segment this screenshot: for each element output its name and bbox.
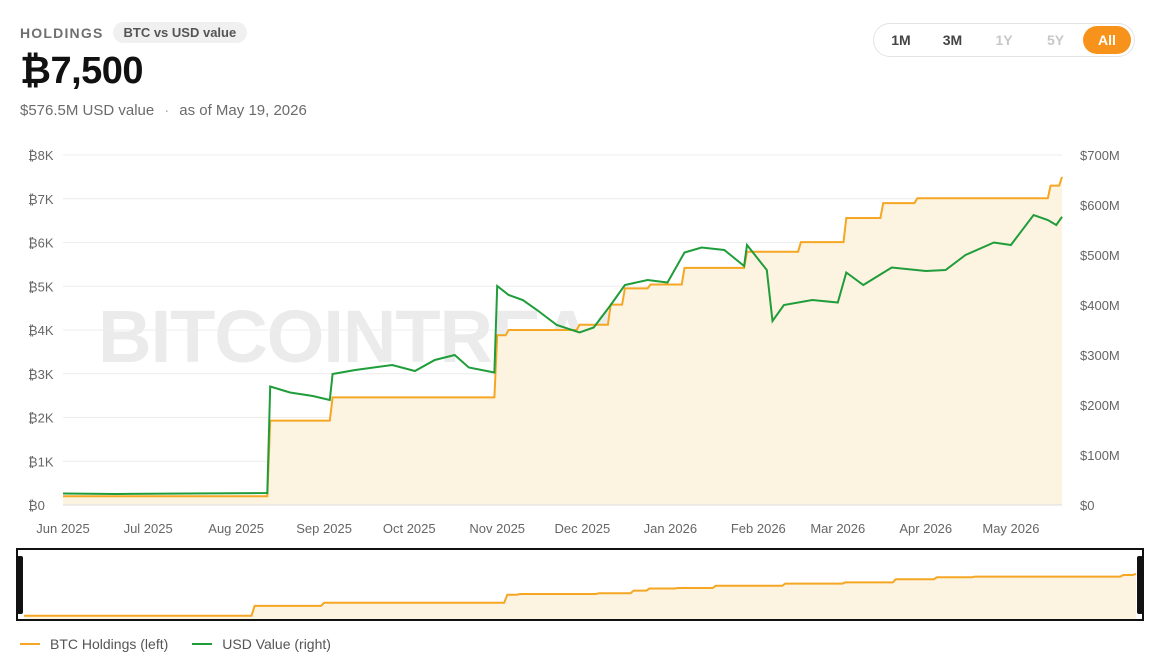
navigator-btc-line: [24, 572, 1137, 617]
y-left-tick-label: ₿1K: [28, 454, 54, 469]
btc-legend-swatch: [20, 643, 40, 645]
legend-label-usd: USD Value (right): [222, 636, 331, 652]
y-right-tick-label: $200M: [1080, 398, 1120, 413]
range-button-1m[interactable]: 1M: [891, 32, 911, 48]
y-right-tick-label: $600M: [1080, 198, 1120, 213]
x-tick-label: Jun 2025: [36, 521, 90, 536]
y-left-tick-label: ₿7K: [28, 192, 54, 207]
x-tick-label: Nov 2025: [469, 521, 525, 536]
y-right-tick-label: $300M: [1080, 348, 1120, 363]
x-tick-label: May 2026: [982, 521, 1039, 536]
usd-value-text: $576.5M USD value: [20, 102, 155, 119]
x-tick-label: Dec 2025: [555, 521, 611, 536]
navigator-handle-left[interactable]: [17, 556, 23, 614]
navigator-handle-right[interactable]: [1137, 556, 1143, 614]
holdings-chart[interactable]: BITCOINTREASURIES.NET₿0₿1K₿2K₿3K₿4K₿5K₿6…: [0, 140, 1158, 540]
holdings-value: ₿7,500: [20, 50, 144, 92]
x-tick-label: Mar 2026: [810, 521, 865, 536]
x-tick-label: Jan 2026: [644, 521, 698, 536]
range-button-all[interactable]: All: [1083, 26, 1131, 54]
x-tick-label: Jul 2025: [124, 521, 173, 536]
legend-item-usd[interactable]: USD Value (right): [192, 636, 331, 652]
y-right-tick-label: $0: [1080, 498, 1094, 513]
x-tick-label: Feb 2026: [731, 521, 786, 536]
time-range-selector: 1M 3M 1Y 5Y All: [873, 23, 1135, 57]
y-left-tick-label: ₿0: [28, 498, 45, 513]
y-right-tick-label: $400M: [1080, 298, 1120, 313]
y-left-tick-label: ₿6K: [28, 236, 54, 251]
y-right-tick-label: $500M: [1080, 248, 1120, 263]
chart-legend: BTC Holdings (left) USD Value (right): [20, 636, 331, 652]
usd-value-line: [62, 213, 1063, 496]
y-left-tick-label: ₿3K: [28, 367, 54, 382]
btc-holdings-line: [63, 176, 1063, 498]
range-button-5y: 5Y: [1046, 32, 1065, 48]
title-row: HOLDINGS BTC vs USD value: [20, 22, 248, 43]
range-navigator[interactable]: [16, 548, 1144, 622]
y-right-tick-label: $700M: [1080, 148, 1120, 163]
chart-header: HOLDINGS BTC vs USD value: [20, 22, 248, 43]
range-button-3m[interactable]: 3M: [942, 32, 963, 48]
x-tick-label: Aug 2025: [208, 521, 264, 536]
x-tick-label: Sep 2025: [296, 521, 352, 536]
holdings-subtitle: $576.5M USD value · as of May 19, 2026: [20, 102, 307, 119]
as-of-date: as of May 19, 2026: [179, 102, 307, 119]
navigator-area: [24, 573, 1136, 619]
y-left-tick-label: ₿2K: [28, 411, 54, 426]
y-left-tick-label: ₿5K: [28, 279, 54, 294]
y-left-tick-label: ₿8K: [28, 148, 54, 163]
y-right-tick-label: $100M: [1080, 448, 1120, 463]
separator-dot: ·: [164, 102, 170, 119]
range-button-1y: 1Y: [995, 32, 1013, 48]
section-label: HOLDINGS: [20, 24, 104, 41]
legend-item-btc[interactable]: BTC Holdings (left): [20, 636, 168, 652]
btc-holdings-area: [63, 176, 1062, 505]
mode-toggle-pill[interactable]: BTC vs USD value: [112, 22, 248, 43]
y-left-tick-label: ₿4K: [28, 323, 54, 338]
x-tick-label: Apr 2026: [899, 521, 952, 536]
legend-label-btc: BTC Holdings (left): [50, 636, 169, 652]
x-tick-label: Oct 2025: [383, 521, 436, 536]
usd-legend-swatch: [192, 643, 213, 645]
